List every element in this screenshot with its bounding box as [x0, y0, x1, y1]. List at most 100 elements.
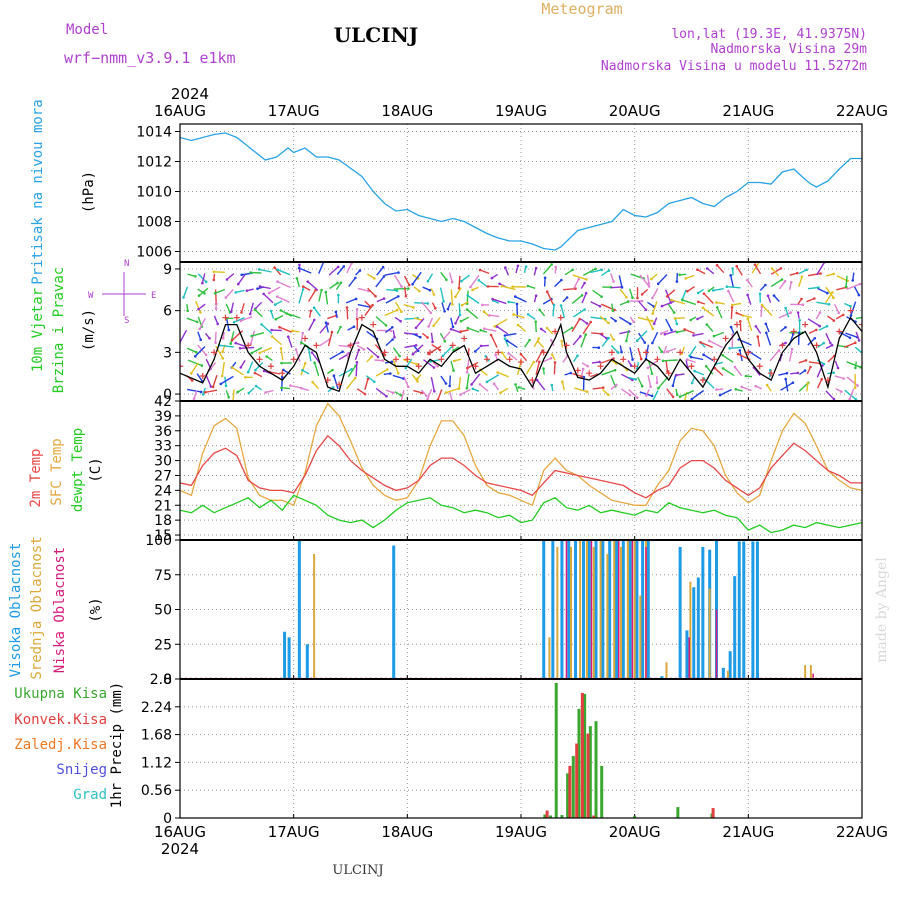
wind-arrow-head [651, 319, 654, 323]
wind-arrow [572, 335, 581, 346]
wind-arrow [193, 390, 198, 399]
precip-total-bar [600, 765, 604, 818]
wind-arrow-head [739, 320, 742, 323]
gust-marker [199, 372, 206, 379]
wind-arrow [573, 278, 580, 290]
wind-arrow-head [229, 342, 232, 345]
cloud-high-bar [594, 540, 598, 679]
wind-arrow-head [662, 351, 666, 354]
plot-wind [180, 262, 865, 401]
wind-arrow-head [234, 291, 238, 294]
wind-arrow-head [224, 384, 228, 388]
wind-arrow-head [651, 312, 654, 315]
wind-arrow [345, 377, 356, 390]
wind-arrow-head [578, 317, 581, 321]
wind-arrow-head [245, 289, 249, 293]
wind-arrow-head [704, 365, 708, 368]
wind-arrow-head [432, 324, 435, 328]
wind-arrow-head [500, 284, 504, 288]
wind-arrow-head [565, 296, 569, 299]
wind-arrow-head [862, 316, 865, 319]
wind-arrow [385, 338, 394, 347]
wind-arrow-head [331, 386, 335, 389]
wind-arrow [296, 278, 300, 288]
wind-arrow-head [818, 311, 822, 314]
wind-arrow-head [485, 380, 489, 384]
wind-arrow [754, 264, 762, 275]
gust-marker [597, 363, 604, 370]
wind-arrow-head [856, 384, 859, 387]
wind-arrow-head [459, 393, 462, 396]
wind-arrow [816, 301, 830, 305]
wind-arrow [646, 274, 650, 284]
wind-arrow-head [607, 393, 610, 397]
y-tick-label: 1.68 [141, 728, 172, 744]
wind-arrow-head [615, 383, 618, 387]
compass-north: N [124, 259, 129, 269]
wind-arrow [277, 280, 291, 289]
wind-arrow-head [247, 391, 251, 395]
gust-marker [313, 342, 320, 349]
wind-arrow-head [837, 311, 841, 315]
wind-arrow [514, 295, 527, 303]
wind-arrow-head [597, 346, 601, 350]
wind-arrow [471, 373, 481, 385]
cloud-low-bar [590, 540, 593, 679]
wind-arrow [454, 287, 462, 298]
plot-clouds [180, 540, 862, 679]
wind-arrow-head [428, 288, 432, 292]
wind-arrow [618, 275, 623, 288]
wind-arrow-head [374, 294, 377, 298]
wind-arrow [276, 295, 290, 303]
wind-arrow [430, 377, 435, 392]
wind-arrow-head [690, 397, 694, 401]
gust-marker [279, 370, 286, 377]
wind-arrow-head [471, 288, 474, 292]
wind-arrow-head [805, 268, 808, 272]
wind-arrow [403, 286, 407, 297]
wind-labels: 10m Vjetar Brzina i Pravac (m/s) W E N S [30, 259, 156, 393]
wind-arrow-head [809, 365, 812, 369]
wind-arrow-head [432, 366, 436, 369]
wind-arrow [197, 273, 207, 283]
wind-arrow [592, 289, 603, 298]
wind-arrow-head [734, 388, 738, 391]
wind-arrow [610, 374, 616, 387]
wind-arrow-head [443, 310, 446, 313]
wind-arrow-head [397, 295, 400, 298]
wind-arrow [716, 307, 723, 319]
wind-arrow-head [416, 380, 419, 383]
wind-arrow [755, 325, 762, 334]
cloud-mid-bar [804, 665, 807, 679]
wind-arrow [662, 359, 678, 362]
wind-arrow [561, 381, 565, 391]
wind-arrow-head [240, 311, 243, 314]
wind-arrow [364, 300, 372, 308]
wind-arrow [214, 288, 226, 294]
wind-arrow [638, 332, 646, 343]
wind-arrow-head [660, 304, 664, 308]
wind-arrow [562, 327, 573, 334]
wind-arrow [611, 286, 622, 289]
gust-marker [859, 321, 862, 328]
wind-arrow [230, 302, 234, 313]
wind-arrow-head [730, 303, 734, 307]
wind-arrow [348, 277, 356, 287]
wind-arrow-head [514, 295, 517, 298]
wind-arrow [846, 361, 861, 368]
wind-arrow [798, 276, 803, 288]
gust-marker [574, 367, 581, 374]
wind-arrow [412, 344, 424, 355]
cloud-high-bar [721, 667, 725, 679]
wind-arrow [450, 317, 454, 328]
wind-arrow [259, 347, 273, 354]
wind-arrow-head [844, 285, 848, 289]
wind-arrow-head [517, 386, 521, 389]
wind-arrow [346, 307, 349, 320]
wind-arrow [806, 297, 815, 303]
cloud-high-bar [692, 587, 696, 679]
wind-arrow-head [370, 355, 374, 358]
wind-arrow-head [780, 278, 784, 281]
wind-arrow [749, 351, 762, 360]
wind-arrow [338, 368, 352, 377]
